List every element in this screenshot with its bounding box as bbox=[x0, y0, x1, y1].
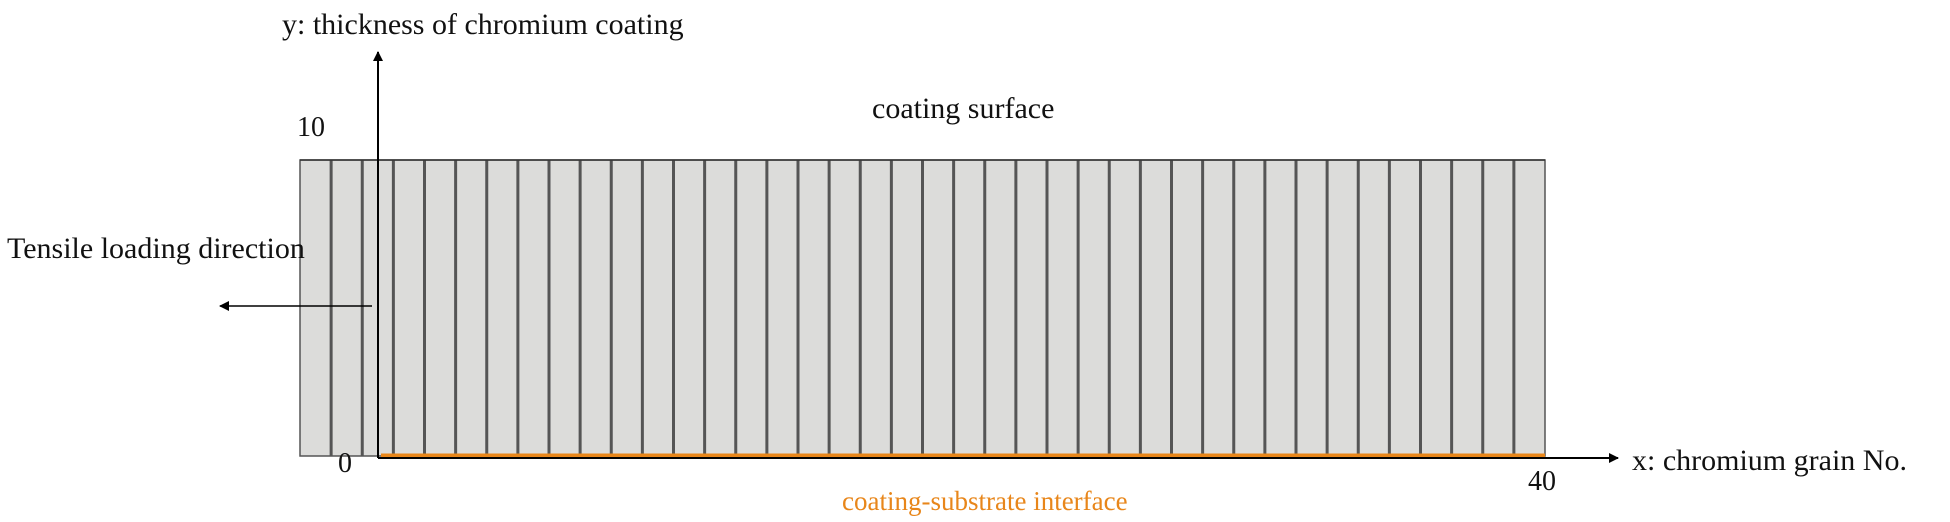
y-axis-label: y: thickness of chromium coating bbox=[282, 8, 684, 41]
y-tick-top: 10 bbox=[297, 112, 325, 143]
x-tick-end: 40 bbox=[1528, 466, 1556, 497]
tensile-load-label: Tensile loading direction bbox=[7, 232, 305, 265]
y-tick-bottom: 0 bbox=[338, 448, 352, 479]
x-axis-label: x: chromium grain No. bbox=[1632, 444, 1907, 477]
coating-surface-label: coating surface bbox=[872, 92, 1054, 125]
coating-layer bbox=[299, 159, 1546, 457]
interface-label: coating-substrate interface bbox=[842, 486, 1128, 516]
grain-boundaries bbox=[329, 160, 1516, 456]
